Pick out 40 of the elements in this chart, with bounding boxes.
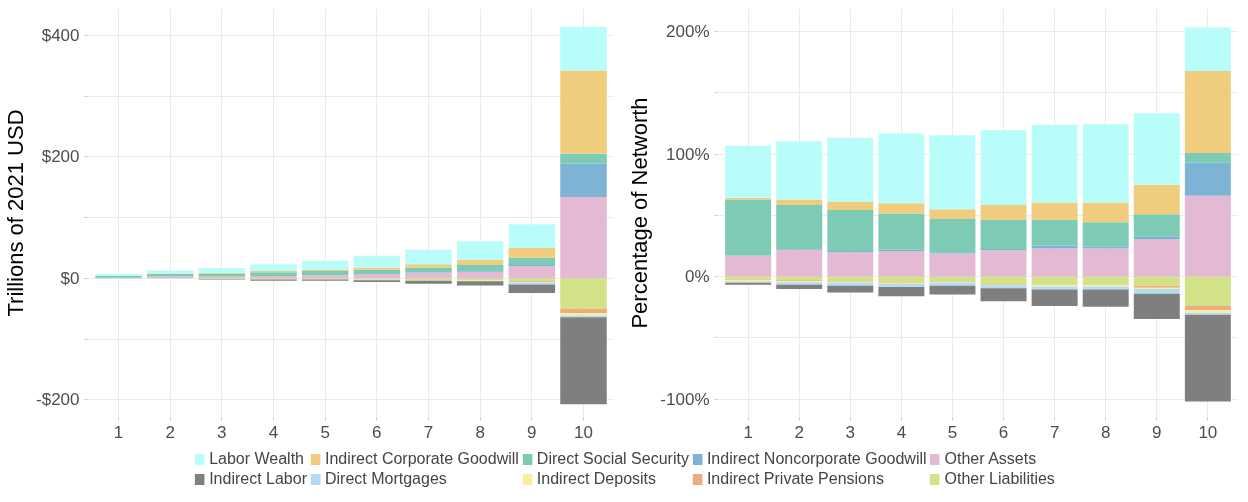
legend-label: Direct Mortgages [324,470,447,488]
x-tick-label: 10 [1198,422,1218,442]
x-tick-label: 6 [998,422,1009,442]
y-tick-label: 100% [666,144,710,164]
x-tick-label: 4 [268,422,279,442]
y-tick-label: $400 [41,25,80,45]
x-tick-label: 7 [423,422,434,442]
y-tick-label: 0% [684,267,710,287]
x-tick-label: 5 [947,422,958,442]
x-tick-label: 1 [743,422,753,442]
x-tick-label: 10 [574,422,593,442]
x-tick-label: 6 [372,422,382,442]
y-tick-label: -100% [660,389,710,409]
x-tick-label: 9 [527,422,537,442]
x-tick-label: 1 [113,422,124,442]
y-tick-label: $0 [60,268,80,288]
x-tick-label: 2 [165,422,175,442]
legend-label: Indirect Deposits [536,470,657,488]
legend-label: Direct Social Security [536,450,689,468]
x-tick-label: 3 [845,422,856,442]
legend-label: Indirect Corporate Goodwill [324,450,519,468]
x-tick-label: 4 [896,422,907,442]
legend-label: Other Liabilities [944,470,1055,488]
legend-label: Other Assets [944,450,1037,468]
y-axis-title: Trillions of 2021 USD [3,109,29,317]
legend-label: Indirect Noncorporate Goodwill [706,450,927,468]
x-tick-label: 3 [217,422,227,442]
x-tick-label: 8 [475,422,485,442]
x-tick-label: 7 [1049,422,1060,442]
legend-label: Labor Wealth [209,450,305,468]
legend-label: Indirect Labor [209,470,307,488]
x-tick-label: 2 [794,422,804,442]
y-tick-label: $200 [41,147,80,167]
y-tick-label: -$200 [36,390,80,410]
legend-label: Indirect Private Pensions [706,470,884,488]
x-tick-label: 8 [1100,422,1111,442]
x-tick-label: 9 [1152,422,1162,442]
y-axis-title: Percentage of Networth [627,97,653,329]
y-tick-label: 200% [666,22,710,42]
x-tick-label: 5 [320,422,330,442]
